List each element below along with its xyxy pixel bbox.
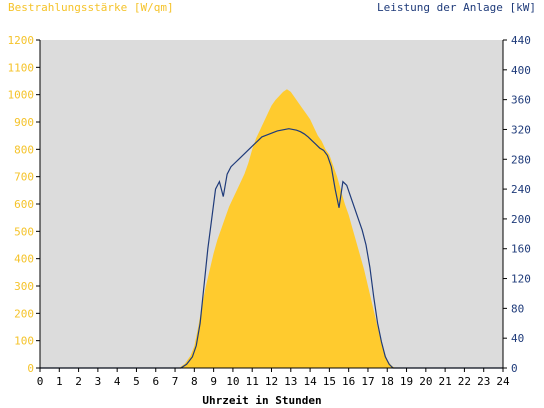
right-axis-ticks: 0 40 80 120 160 200 240 280 320 360 400 440 — [503, 34, 531, 375]
left-tick-label: 1000 — [8, 89, 35, 102]
left-tick-label: 1200 — [8, 34, 35, 47]
x-tick-label: 6 — [152, 375, 159, 388]
chart-title-right: Leistung der Anlage [kW] — [377, 1, 536, 14]
x-tick-label: 24 — [496, 375, 510, 388]
x-tick-label: 17 — [361, 375, 374, 388]
x-tick-label: 18 — [381, 375, 394, 388]
left-tick-label: 500 — [14, 225, 34, 238]
x-tick-label: 0 — [37, 375, 44, 388]
x-tick-label: 4 — [114, 375, 121, 388]
right-tick-label: 200 — [511, 213, 531, 226]
right-tick-label: 160 — [511, 243, 531, 256]
x-tick-label: 12 — [265, 375, 278, 388]
x-tick-label: 5 — [133, 375, 140, 388]
left-tick-label: 600 — [14, 198, 34, 211]
x-tick-label: 9 — [210, 375, 217, 388]
x-tick-label: 16 — [342, 375, 355, 388]
right-tick-label: 400 — [511, 64, 531, 77]
x-axis-label: Uhrzeit in Stunden — [202, 394, 321, 407]
x-tick-label: 15 — [323, 375, 336, 388]
x-tick-label: 23 — [477, 375, 490, 388]
left-tick-label: 1100 — [8, 61, 35, 74]
x-tick-label: 7 — [172, 375, 179, 388]
left-tick-label: 400 — [14, 253, 34, 266]
chart-title-left: Bestrahlungsstärke [W/qm] — [8, 1, 174, 14]
left-tick-label: 700 — [14, 171, 34, 184]
left-tick-label: 0 — [27, 362, 34, 375]
right-tick-label: 320 — [511, 123, 531, 136]
x-tick-label: 20 — [419, 375, 432, 388]
x-tick-label: 8 — [191, 375, 198, 388]
x-tick-label: 21 — [439, 375, 452, 388]
x-tick-label: 10 — [226, 375, 239, 388]
left-tick-label: 100 — [14, 335, 34, 348]
x-axis-ticks: 0 1 2 3 4 5 6 7 8 9 10 11 12 13 14 15 16 17 18 19 20 21 22 23 24 — [37, 368, 510, 388]
right-tick-label: 280 — [511, 153, 531, 166]
x-tick-label: 2 — [75, 375, 82, 388]
right-tick-label: 40 — [511, 332, 524, 345]
left-axis-ticks: 0 100 200 300 400 500 600 700 800 900 1000 1100 1200 — [8, 34, 40, 375]
x-tick-label: 13 — [284, 375, 297, 388]
x-tick-label: 11 — [246, 375, 259, 388]
series-area-irradiance — [40, 89, 503, 368]
left-tick-label: 300 — [14, 280, 34, 293]
series-line-power — [40, 128, 503, 369]
right-tick-label: 120 — [511, 273, 531, 286]
right-tick-label: 440 — [511, 34, 531, 47]
left-tick-label: 200 — [14, 307, 34, 320]
x-tick-label: 22 — [458, 375, 471, 388]
left-tick-label: 800 — [14, 143, 34, 156]
right-tick-label: 80 — [511, 302, 524, 315]
left-tick-label: 900 — [14, 116, 34, 129]
right-tick-label: 0 — [511, 362, 518, 375]
right-tick-label: 360 — [511, 94, 531, 107]
x-tick-label: 19 — [400, 375, 413, 388]
series-layer — [40, 89, 503, 369]
right-tick-label: 240 — [511, 183, 531, 196]
x-tick-label: 14 — [303, 375, 317, 388]
x-tick-label: 1 — [56, 375, 63, 388]
x-tick-label: 3 — [95, 375, 102, 388]
